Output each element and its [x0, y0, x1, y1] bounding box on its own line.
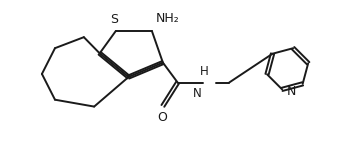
Text: H: H — [200, 65, 208, 78]
Text: N: N — [193, 87, 201, 100]
Text: S: S — [110, 13, 118, 26]
Text: O: O — [157, 111, 167, 124]
Text: NH₂: NH₂ — [155, 12, 179, 25]
Text: N: N — [287, 85, 296, 98]
